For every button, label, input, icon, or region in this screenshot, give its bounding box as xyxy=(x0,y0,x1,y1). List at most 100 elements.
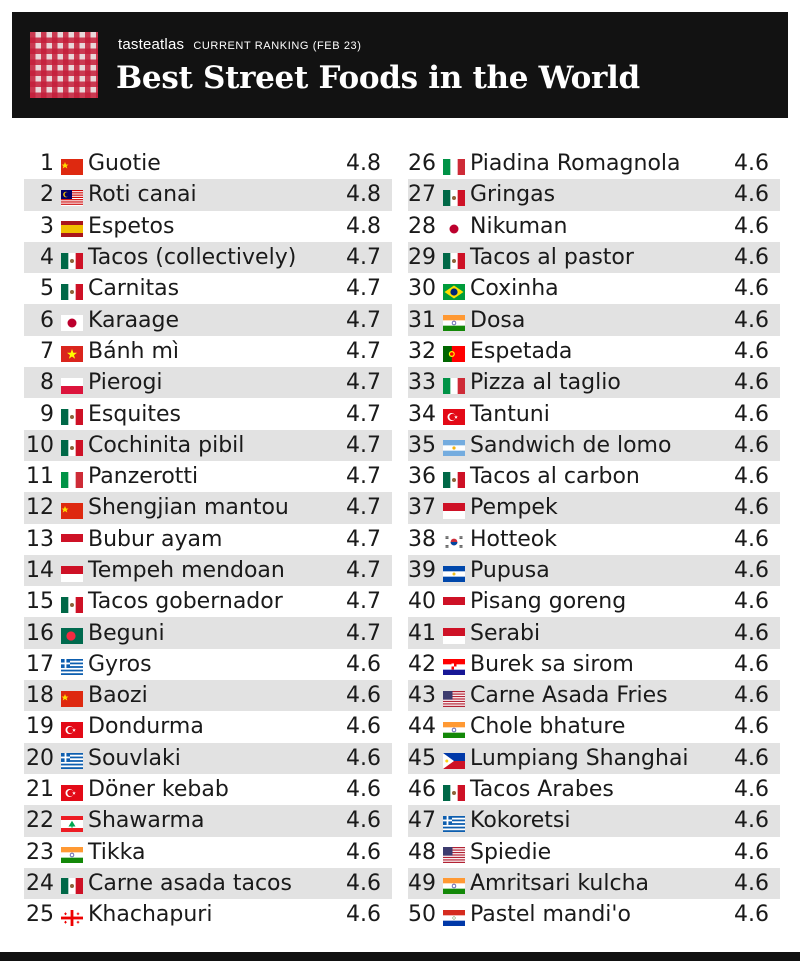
rating-score: 4.8 xyxy=(346,213,381,239)
rank-number: 4 xyxy=(40,245,54,271)
list-item: 46 Tacos Arabes 4.6 xyxy=(408,774,780,805)
food-name: Spiedie xyxy=(470,839,552,865)
food-name: Espetada xyxy=(470,338,573,364)
india-flag-icon xyxy=(443,875,465,895)
rating-score: 4.6 xyxy=(734,839,769,865)
top-bar xyxy=(0,0,800,10)
list-item: 24 Carne asada tacos 4.6 xyxy=(24,867,392,900)
spain-flag-icon xyxy=(61,218,83,238)
list-item: 5 Carnitas 4.7 xyxy=(24,273,392,304)
food-name: Pizza al taglio xyxy=(470,370,621,396)
rating-score: 4.7 xyxy=(346,464,381,490)
rank-number: 41 xyxy=(408,620,436,646)
food-name: Pisang goreng xyxy=(470,589,627,615)
rank-number: 15 xyxy=(26,589,54,615)
rating-score: 4.6 xyxy=(346,839,381,865)
rank-number: 39 xyxy=(408,558,436,583)
greece-flag-icon xyxy=(61,656,83,676)
list-item: 31 Dosa 4.6 xyxy=(408,304,780,336)
list-item: 44 Chole bhature 4.6 xyxy=(408,711,780,742)
food-name: Coxinha xyxy=(470,276,559,302)
rating-score: 4.6 xyxy=(734,777,769,803)
bangladesh-flag-icon xyxy=(61,625,83,645)
list-item: 23 Tikka 4.6 xyxy=(24,837,392,868)
list-item: 20 Souvlaki 4.6 xyxy=(24,742,392,774)
rating-score: 4.6 xyxy=(734,651,769,677)
rank-number: 50 xyxy=(408,902,436,928)
rating-score: 4.6 xyxy=(734,213,769,239)
list-item: 45 Lumpiang Shanghai 4.6 xyxy=(408,742,780,774)
ranking-label: CURRENT RANKING (FEB 23) xyxy=(193,40,362,52)
vietnam-flag-icon xyxy=(61,343,83,363)
croatia-flag-icon xyxy=(443,656,465,676)
rank-number: 9 xyxy=(40,401,54,427)
india-flag-icon xyxy=(443,719,465,739)
rank-number: 49 xyxy=(408,870,436,896)
ranking-column-left: 1 Guotie 4.8 2 Roti canai 4.8 3 Espetos 4.8 4 Taco… xyxy=(24,148,392,930)
rating-score: 4.6 xyxy=(346,870,381,896)
food-name: Carnitas xyxy=(88,276,180,302)
header-banner: tasteatlas CURRENT RANKING (FEB 23) Best… xyxy=(12,12,788,118)
food-name: Hotteok xyxy=(470,526,557,552)
list-item: 6 Karaage 4.7 xyxy=(24,304,392,336)
food-name: Tacos Arabes xyxy=(470,777,614,803)
list-item: 22 Shawarma 4.6 xyxy=(24,805,392,837)
food-name: Souvlaki xyxy=(88,745,181,771)
rank-number: 40 xyxy=(408,589,436,615)
china-flag-icon xyxy=(61,156,83,175)
list-item: 28 Nikuman 4.6 xyxy=(408,211,780,242)
list-item: 47 Kokoretsi 4.6 xyxy=(408,805,780,837)
list-item: 27 Gringas 4.6 xyxy=(408,179,780,211)
rank-number: 1 xyxy=(40,151,54,177)
rating-score: 4.6 xyxy=(734,307,769,333)
georgia-flag-icon xyxy=(61,907,83,926)
china-flag-icon xyxy=(61,500,83,519)
food-name: Carne Asada Fries xyxy=(470,683,668,709)
rating-score: 4.6 xyxy=(734,808,769,834)
list-item: 34 Tantuni 4.6 xyxy=(408,398,780,429)
rating-score: 4.6 xyxy=(734,714,769,740)
food-name: Guotie xyxy=(88,151,161,177)
list-item: 35 Sandwich de lomo 4.6 xyxy=(408,429,780,461)
rank-number: 44 xyxy=(408,714,436,740)
rating-score: 4.7 xyxy=(346,526,381,552)
rank-number: 2 xyxy=(40,182,54,208)
rank-number: 35 xyxy=(408,432,436,458)
rank-number: 29 xyxy=(408,245,436,271)
rank-number: 43 xyxy=(408,683,436,709)
food-name: Beguni xyxy=(88,620,165,646)
italy-flag-icon xyxy=(443,156,466,175)
list-item: 49 Amritsari kulcha 4.6 xyxy=(408,867,780,900)
food-name: Gringas xyxy=(470,182,556,208)
page-title: Best Street Foods in the World xyxy=(116,60,640,96)
food-name: Serabi xyxy=(470,620,541,646)
food-name: Bánh mì xyxy=(88,338,179,364)
rating-score: 4.6 xyxy=(734,558,769,583)
rating-score: 4.6 xyxy=(734,902,769,928)
rank-number: 23 xyxy=(26,839,54,865)
rating-score: 4.7 xyxy=(346,558,381,583)
south-korea-flag-icon xyxy=(443,531,465,551)
mexico-flag-icon xyxy=(61,594,84,613)
food-name: Piadina Romagnola xyxy=(470,151,681,177)
food-name: Bubur ayam xyxy=(88,526,223,552)
rating-score: 4.6 xyxy=(734,432,769,458)
list-item: 21 Döner kebab 4.6 xyxy=(24,774,392,805)
rating-score: 4.6 xyxy=(346,745,381,771)
rank-number: 46 xyxy=(408,777,436,803)
rank-number: 38 xyxy=(408,526,436,552)
rating-score: 4.6 xyxy=(734,589,769,615)
food-name: Amritsari kulcha xyxy=(470,870,649,896)
list-item: 1 Guotie 4.8 xyxy=(24,148,392,179)
mexico-flag-icon xyxy=(443,469,466,488)
tasteatlas-logo-icon xyxy=(30,32,98,98)
food-name: Döner kebab xyxy=(88,777,229,803)
rank-number: 45 xyxy=(408,745,436,771)
food-name: Karaage xyxy=(88,307,180,333)
rating-score: 4.6 xyxy=(734,151,769,177)
food-name: Dosa xyxy=(470,307,526,333)
list-item: 29 Tacos al pastor 4.6 xyxy=(408,241,780,274)
rating-score: 4.7 xyxy=(346,307,381,333)
food-name: Pempek xyxy=(470,495,558,521)
food-name: Tacos al pastor xyxy=(470,245,634,271)
